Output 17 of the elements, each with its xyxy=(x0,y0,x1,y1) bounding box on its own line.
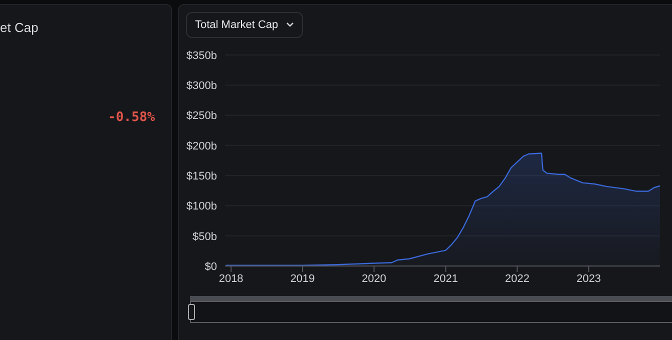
x-tick-label: 2021 xyxy=(433,272,458,285)
y-tick-label: $50b xyxy=(192,230,217,243)
x-tick-label: 2020 xyxy=(362,272,386,285)
text: -0.58% xyxy=(108,110,155,125)
x-tick-label: 2019 xyxy=(290,272,315,285)
y-tick-label: $200b xyxy=(186,140,217,152)
text: et Cap xyxy=(0,20,38,35)
y-tick-label: $150b xyxy=(186,170,217,182)
y-tick-label: $100b xyxy=(186,200,217,213)
chart-title: Total Market Cap xyxy=(195,19,278,31)
y-tick-label: $300b xyxy=(186,80,217,92)
x-tick-label: 2018 xyxy=(218,272,244,285)
y-tick-label: $250b xyxy=(186,110,217,122)
x-tick-label: 2023 xyxy=(576,272,601,285)
y-tick-label: $350b xyxy=(186,50,217,62)
y-tick-label: $0 xyxy=(204,260,217,273)
x-tick-label: 2022 xyxy=(504,272,530,285)
